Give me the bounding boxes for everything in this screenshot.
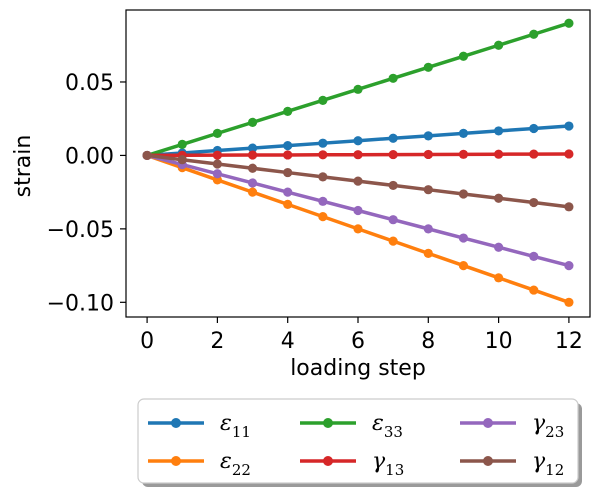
series-5-point xyxy=(212,169,222,179)
series-1-point xyxy=(458,128,469,138)
legend-label-subscript: 13 xyxy=(385,461,404,479)
series-2-point xyxy=(458,260,469,271)
series-4-point xyxy=(564,149,574,159)
series-3-point xyxy=(177,139,187,149)
y-tick-label: 0.00 xyxy=(65,144,114,169)
x-tick-label: 2 xyxy=(210,329,224,354)
legend-label-subscript: 22 xyxy=(232,461,251,479)
y-tick-label: −0.05 xyxy=(47,218,114,243)
x-tick-label: 0 xyxy=(140,329,154,354)
x-tick-label: 10 xyxy=(485,329,513,354)
series-4-point xyxy=(353,150,363,160)
series-6-point xyxy=(529,197,539,208)
series-3-point xyxy=(247,117,258,127)
series-4-point xyxy=(388,149,398,160)
legend-box xyxy=(137,398,579,484)
legend-label-subscript: 33 xyxy=(384,423,403,441)
series-5-point xyxy=(494,242,504,252)
series-3-point xyxy=(423,62,433,72)
series-5-point xyxy=(353,205,363,216)
series-5-point xyxy=(283,187,293,197)
legend-swatch-marker xyxy=(483,456,493,466)
series-3-point xyxy=(388,73,398,83)
series-5-point xyxy=(529,251,539,262)
series-4-point xyxy=(458,149,469,159)
series-4-point xyxy=(212,150,222,160)
series-1-point xyxy=(388,133,398,143)
x-tick-label: 12 xyxy=(555,329,583,354)
series-6-point xyxy=(247,163,258,173)
series-5-point xyxy=(423,224,433,234)
legend-swatch-marker xyxy=(323,418,333,428)
series-4-point xyxy=(318,150,328,160)
series-3-point xyxy=(353,84,363,94)
series-1-point xyxy=(494,126,504,136)
series-2-point xyxy=(247,187,258,197)
series-1-point xyxy=(247,143,258,153)
x-axis: 0 2 4 6 8 10 12 xyxy=(140,317,583,354)
series-2-point xyxy=(388,236,398,246)
series-6-point xyxy=(423,185,433,195)
series-4-point xyxy=(494,149,504,159)
series-2-point xyxy=(283,199,293,209)
x-tick-label: 8 xyxy=(421,329,435,354)
series-4-point xyxy=(283,150,293,160)
legend-swatch-marker xyxy=(171,456,181,466)
series-4-point xyxy=(423,149,433,160)
series-6-point xyxy=(388,180,398,191)
series-2-point xyxy=(564,297,574,307)
series-4-point xyxy=(529,149,539,159)
y-axis: 0.05 0.00 −0.05 −0.10 xyxy=(47,71,126,316)
legend-label-subscript: 23 xyxy=(545,423,564,441)
series-1-point xyxy=(564,121,574,131)
series-3-point xyxy=(564,18,574,28)
series-6-point xyxy=(564,202,574,212)
series-1-point xyxy=(283,141,293,151)
series-6-point xyxy=(458,189,469,199)
series-1-point xyxy=(423,131,433,141)
series-5-point xyxy=(564,260,574,271)
series-2-point xyxy=(318,212,328,222)
series-5-point xyxy=(458,233,469,243)
legend-swatch-marker xyxy=(323,456,333,466)
series-6-point xyxy=(318,172,328,182)
x-axis-label: loading step xyxy=(290,356,426,381)
series-4-point xyxy=(247,150,258,160)
series-1-point xyxy=(318,138,328,148)
y-tick-label: 0.05 xyxy=(65,71,114,96)
series-2-point xyxy=(494,273,504,283)
series-3-point xyxy=(494,40,504,50)
series-6-point xyxy=(212,159,222,169)
series-6-point xyxy=(177,155,187,165)
y-axis-label: strain xyxy=(11,135,36,198)
series-2-point xyxy=(353,224,363,234)
legend-label-subscript: 12 xyxy=(545,461,564,479)
legend-label-subscript: 11 xyxy=(232,423,251,441)
series-5-point xyxy=(318,196,328,206)
series-3-point xyxy=(529,29,539,39)
series-5-point xyxy=(247,178,258,188)
series-6-point xyxy=(283,167,293,178)
series-6-point xyxy=(142,150,152,161)
series-3-point xyxy=(318,95,328,105)
series-6-point xyxy=(353,176,363,186)
series-3-point xyxy=(458,51,469,61)
series-layer xyxy=(142,18,574,307)
series-2-point xyxy=(529,285,539,295)
series-2-point xyxy=(423,248,433,258)
plot-area xyxy=(126,10,590,317)
y-tick-label: −0.10 xyxy=(47,291,114,316)
legend-swatch-marker xyxy=(171,418,181,428)
series-1-point xyxy=(529,123,539,134)
series-1-point xyxy=(353,136,363,146)
series-3-point xyxy=(283,106,293,116)
x-tick-label: 4 xyxy=(281,329,295,354)
series-6-point xyxy=(494,193,504,203)
series-3-point xyxy=(212,128,222,138)
legend-swatch-marker xyxy=(483,418,493,428)
series-5-point xyxy=(388,215,398,225)
x-tick-label: 6 xyxy=(351,329,365,354)
